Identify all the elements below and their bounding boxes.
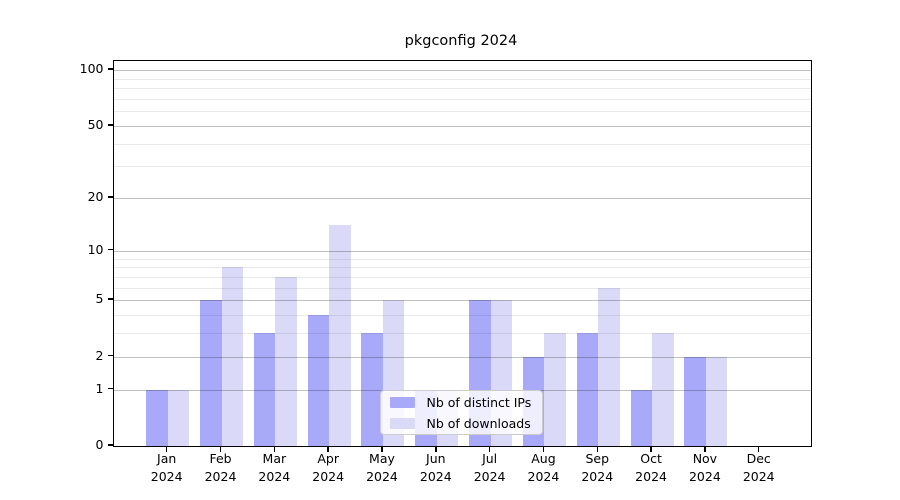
x-tick-mark xyxy=(650,446,652,452)
x-tick-label-jun: Jun 2024 xyxy=(419,451,452,484)
x-tick-mark xyxy=(165,446,168,452)
x-tick-label-nov: Nov 2024 xyxy=(688,451,721,484)
x-tick-label-aug: Aug 2024 xyxy=(527,451,560,484)
bar-distinct-ips-oct xyxy=(630,389,653,446)
plot-area: Nb of distinct IPs Nb of downloads xyxy=(112,60,812,447)
legend-label-downloads: Nb of downloads xyxy=(426,415,531,431)
x-tick-label-oct: Oct 2024 xyxy=(635,451,667,484)
x-tick-mark xyxy=(704,446,706,452)
y-tick-label-0: 0 xyxy=(95,437,104,452)
x-tick-mark xyxy=(435,446,437,452)
x-tick-mark xyxy=(327,446,329,452)
x-tick-mark xyxy=(219,446,222,452)
legend-item-distinct-ips: Nb of distinct IPs xyxy=(389,394,533,411)
y-tick-label-100: 100 xyxy=(79,61,104,77)
bar-distinct-ips-jan xyxy=(146,389,168,446)
minor-gridline-70 xyxy=(113,98,811,100)
bar-downloads-mar xyxy=(275,276,297,446)
major-gridline-50 xyxy=(113,125,811,127)
major-gridline-10 xyxy=(113,250,811,252)
minor-gridline-30 xyxy=(113,166,811,168)
bar-downloads-feb xyxy=(221,267,244,446)
bar-downloads-aug xyxy=(544,333,566,446)
minor-gridline-40 xyxy=(113,143,811,145)
y-tick-label-1: 1 xyxy=(95,380,104,396)
x-tick-label-mar: Mar 2024 xyxy=(258,451,291,484)
legend: Nb of distinct IPs Nb of downloads xyxy=(379,390,543,435)
minor-gridline-60 xyxy=(113,111,811,113)
x-tick-label-sep: Sep 2024 xyxy=(581,451,614,484)
y-tick-label-5: 5 xyxy=(95,291,104,307)
x-tick-label-jul: Jul 2024 xyxy=(473,451,506,484)
bar-distinct-ips-mar xyxy=(253,333,276,446)
legend-item-downloads: Nb of downloads xyxy=(389,415,533,432)
bar-distinct-ips-sep xyxy=(576,333,599,446)
legend-swatch-distinct-ips-icon xyxy=(389,396,415,408)
x-tick-mark xyxy=(757,446,760,452)
minor-gridline-90 xyxy=(113,78,811,80)
bar-downloads-oct xyxy=(652,333,674,446)
x-tick-label-apr: Apr 2024 xyxy=(312,451,345,484)
major-gridline-20 xyxy=(113,198,811,200)
x-tick-mark xyxy=(542,446,545,452)
minor-gridline-8 xyxy=(113,267,811,269)
x-tick-mark xyxy=(596,446,598,452)
y-tick-label-20: 20 xyxy=(87,189,104,205)
x-tick-mark xyxy=(273,446,276,452)
x-tick-label-dec: Dec 2024 xyxy=(742,451,775,484)
y-tick-label-10: 10 xyxy=(87,241,104,257)
bar-distinct-ips-feb xyxy=(200,300,222,446)
bar-downloads-jan xyxy=(167,389,190,446)
minor-gridline-6 xyxy=(113,287,811,289)
y-tick-label-50: 50 xyxy=(87,116,104,132)
legend-swatch-downloads-icon xyxy=(389,417,415,429)
x-tick-mark xyxy=(488,446,491,452)
x-tick-label-feb: Feb 2024 xyxy=(204,451,237,484)
minor-gridline-7 xyxy=(113,276,811,278)
legend-label-distinct-ips: Nb of distinct IPs xyxy=(426,394,532,410)
minor-gridline-80 xyxy=(113,88,811,90)
bar-downloads-apr xyxy=(329,225,351,446)
bar-downloads-sep xyxy=(598,287,620,446)
bar-distinct-ips-apr xyxy=(307,314,330,446)
x-tick-mark xyxy=(381,446,383,452)
chart-title: pkgconfig 2024 xyxy=(404,33,518,49)
x-tick-label-may: May 2024 xyxy=(366,451,398,484)
bar-distinct-ips-may xyxy=(361,333,383,446)
y-tick-label-2: 2 xyxy=(95,347,104,363)
x-tick-label-jan: Jan 2024 xyxy=(150,451,183,484)
major-gridline-100 xyxy=(113,70,811,72)
bar-distinct-ips-nov xyxy=(684,356,706,446)
bar-downloads-nov xyxy=(705,356,728,446)
minor-gridline-9 xyxy=(113,258,811,260)
